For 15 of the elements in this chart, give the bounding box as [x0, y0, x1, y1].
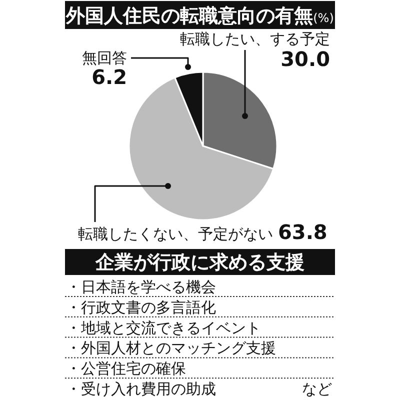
data-label: 6.2	[92, 65, 127, 89]
text: 企業が行政に求める支援	[94, 252, 304, 274]
text: ・地域と交流できるイベント	[66, 318, 261, 337]
text: ・行政文書の多言語化	[66, 298, 216, 316]
data-label: 30.0	[280, 47, 330, 71]
slice-label: 転職したくない、予定がない	[78, 225, 273, 243]
text: ・日本語を学べる機会	[66, 278, 216, 296]
chart-title: 外国人住民の転職意向の有無(%)	[65, 5, 334, 27]
text: ・受け入れ費用の助成	[66, 380, 216, 398]
text: ・公営住宅の確保	[66, 360, 186, 378]
text: など	[302, 380, 332, 398]
slice-label: 転職したい、する予定	[180, 30, 330, 48]
text: ・外国人材とのマッチング支援	[66, 339, 276, 358]
slice-label: 無回答	[82, 49, 127, 67]
data-label: 63.8	[278, 220, 328, 244]
